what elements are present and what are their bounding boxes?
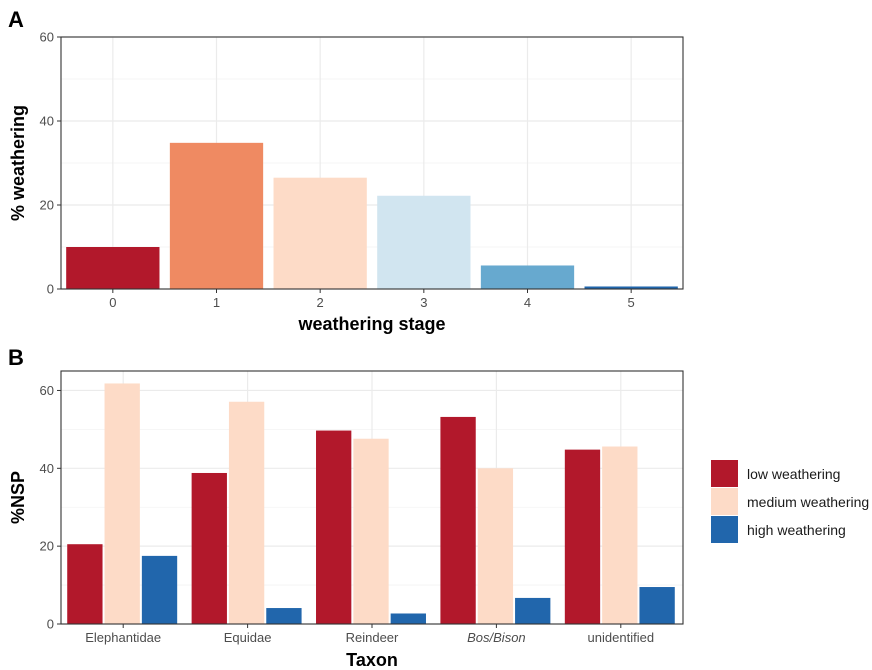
x-tick-label: 5	[628, 295, 635, 310]
y-tick-label: 0	[47, 282, 54, 297]
y-tick-label: 40	[40, 114, 54, 129]
bar-medium-weathering-0	[104, 383, 140, 624]
bar-low-weathering-2	[316, 430, 352, 624]
bar-high-weathering-3	[515, 597, 551, 624]
bar-stage-5	[584, 286, 678, 289]
y-tick-label: 0	[47, 617, 54, 632]
x-tick-label: Bos/Bison	[467, 630, 526, 645]
y-tick-label: 20	[40, 198, 54, 213]
panel-b-tag: B	[8, 345, 24, 370]
bar-low-weathering-4	[564, 449, 601, 624]
plot-border	[60, 36, 684, 290]
legend-swatch-low-weathering	[711, 460, 738, 487]
bar-stage-3	[377, 195, 471, 289]
legend-label: low weathering	[747, 466, 840, 482]
legend-swatch-medium-weathering	[711, 488, 738, 515]
x-tick-label: 1	[213, 295, 220, 310]
legend-label: high weathering	[747, 522, 846, 538]
bar-medium-weathering-1	[228, 401, 265, 624]
bar-high-weathering-1	[266, 608, 302, 624]
bar-high-weathering-2	[390, 613, 426, 624]
x-axis-title: weathering stage	[297, 314, 445, 334]
bar-high-weathering-4	[639, 587, 675, 624]
bar-medium-weathering-4	[602, 446, 638, 624]
y-tick-label: 60	[40, 30, 54, 45]
x-tick-label: Elephantidae	[85, 630, 161, 645]
bar-low-weathering-0	[67, 544, 103, 624]
legend-label: medium weathering	[747, 494, 869, 510]
bar-stage-4	[480, 265, 575, 289]
y-tick-label: 40	[40, 461, 54, 476]
x-tick-label: 4	[524, 295, 531, 310]
bar-medium-weathering-2	[353, 438, 389, 624]
legend-swatch-high-weathering	[711, 516, 738, 543]
x-tick-label: Reindeer	[346, 630, 399, 645]
x-axis-title: Taxon	[346, 650, 398, 670]
bar-stage-1	[169, 142, 264, 289]
bar-stage-0	[66, 247, 160, 289]
y-tick-label: 20	[40, 539, 54, 554]
bar-low-weathering-3	[440, 416, 476, 624]
bar-stage-2	[273, 177, 367, 289]
y-axis-title: % weathering	[8, 105, 28, 221]
x-tick-label: 0	[109, 295, 116, 310]
y-axis-title: %NSP	[8, 471, 28, 524]
bar-high-weathering-0	[141, 555, 178, 624]
x-tick-label: Equidae	[224, 630, 272, 645]
x-tick-label: 3	[420, 295, 427, 310]
panel-b-legend: low weathering medium weathering high weat…	[711, 460, 869, 543]
bar-low-weathering-1	[191, 472, 227, 624]
y-tick-label: 60	[40, 383, 54, 398]
x-tick-label: unidentified	[588, 630, 655, 645]
bar-medium-weathering-3	[477, 468, 514, 624]
x-tick-label: 2	[317, 295, 324, 310]
panel-a-chart: 0 20 40 60 0 1 2 3 4 5 weathering stage % weatherin…	[8, 30, 684, 334]
panel-b-chart: 0 20 40 60 Elephantidae Equidae Reindeer Bos/Bi…	[8, 370, 684, 670]
panel-a-tag: A	[8, 7, 24, 32]
